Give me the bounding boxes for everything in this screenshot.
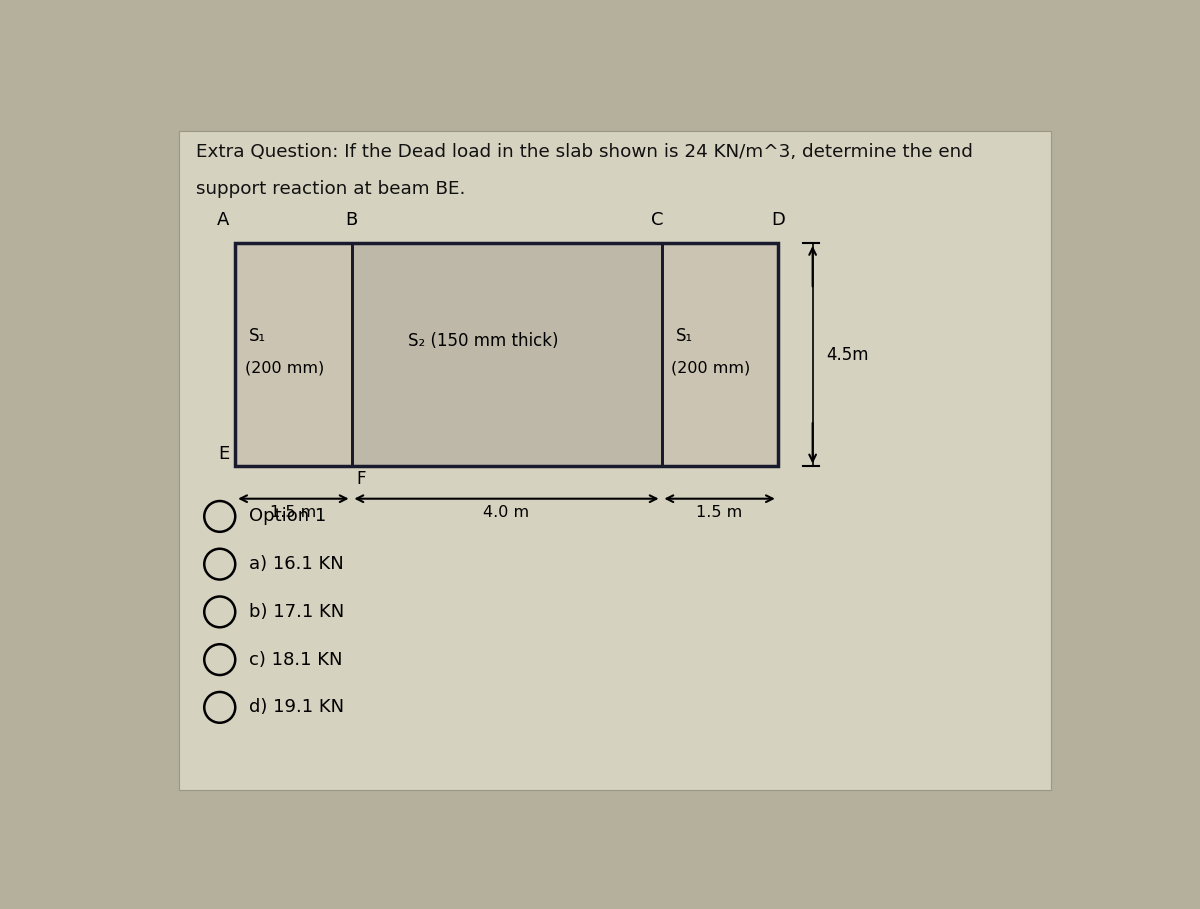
Text: Option 1: Option 1 bbox=[250, 507, 326, 525]
Text: 1.5 m: 1.5 m bbox=[696, 504, 743, 520]
Text: B: B bbox=[346, 211, 358, 229]
Text: S₁: S₁ bbox=[250, 327, 266, 345]
Text: E: E bbox=[218, 445, 229, 463]
Bar bbox=[235, 243, 778, 466]
Bar bbox=[235, 243, 352, 466]
FancyBboxPatch shape bbox=[180, 132, 1051, 790]
Text: d) 19.1 KN: d) 19.1 KN bbox=[250, 698, 344, 716]
Text: S₁: S₁ bbox=[676, 327, 692, 345]
Bar bbox=[661, 243, 778, 466]
Text: D: D bbox=[770, 211, 785, 229]
Text: (200 mm): (200 mm) bbox=[671, 361, 750, 375]
Text: S₂ (150 mm thick): S₂ (150 mm thick) bbox=[408, 332, 558, 350]
Bar bbox=[352, 243, 661, 466]
Text: Extra Question: If the Dead load in the slab shown is 24 KN/m^3, determine the e: Extra Question: If the Dead load in the … bbox=[197, 143, 973, 161]
Text: 4.5m: 4.5m bbox=[827, 345, 869, 364]
Text: 1.5 m: 1.5 m bbox=[270, 504, 317, 520]
Text: c) 18.1 KN: c) 18.1 KN bbox=[250, 651, 343, 669]
Text: a) 16.1 KN: a) 16.1 KN bbox=[250, 555, 344, 574]
Text: A: A bbox=[217, 211, 229, 229]
Text: support reaction at beam BE.: support reaction at beam BE. bbox=[197, 180, 466, 198]
Text: C: C bbox=[652, 211, 664, 229]
Text: 4.0 m: 4.0 m bbox=[484, 504, 529, 520]
Text: (200 mm): (200 mm) bbox=[245, 361, 324, 375]
Text: b) 17.1 KN: b) 17.1 KN bbox=[250, 603, 344, 621]
Text: F: F bbox=[356, 470, 366, 488]
